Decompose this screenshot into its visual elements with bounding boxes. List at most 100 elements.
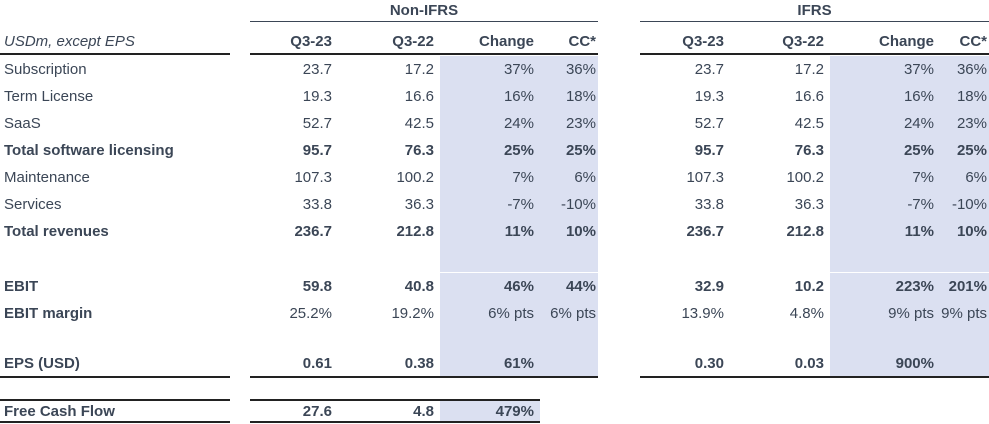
table-cell: 32.9 <box>694 278 724 295</box>
table-cell: 36% <box>540 56 598 83</box>
table-cell <box>250 327 338 354</box>
table-cell: 0.61 <box>302 355 332 372</box>
table-cell <box>440 245 540 272</box>
table-cell: 23.7 <box>694 61 724 78</box>
table-cell <box>338 245 440 272</box>
table-cell <box>730 245 830 272</box>
table-cell: 100.2 <box>396 169 434 186</box>
table-cell: 11% <box>440 218 540 245</box>
row-label: EBIT margin <box>4 305 93 322</box>
rule <box>0 421 230 423</box>
rule <box>250 399 540 401</box>
table-row: EBIT 59.8 40.8 46% 44% 32.9 10.2 223% 201% <box>0 273 989 300</box>
table-cell: 17.2 <box>794 61 824 78</box>
table-cell: 9% pts <box>940 300 989 327</box>
table-cell: 7% <box>440 164 540 191</box>
table-cell: 0.38 <box>404 355 434 372</box>
table-cell: 33.8 <box>302 196 332 213</box>
table-row: Maintenance 107.3 100.2 7% 6% 107.3 100.2 7% 6% <box>0 164 989 191</box>
table-cell <box>730 327 830 354</box>
table-cell <box>940 327 989 354</box>
table-cell: 61% <box>440 351 540 376</box>
table-cell: 223% <box>830 273 940 300</box>
column-header: CC* <box>959 33 987 50</box>
row-label: SaaS <box>4 115 41 132</box>
table-cell: 107.3 <box>294 169 332 186</box>
free-cash-flow-row: Free Cash Flow 27.6 4.8 479% <box>0 400 989 422</box>
table-cell: 44% <box>540 273 598 300</box>
table-cell: 36% <box>940 56 989 83</box>
table-cell: 27.6 <box>302 402 332 420</box>
table-row: EBIT margin 25.2% 19.2% 6% pts 6% pts 13.9% 4.… <box>0 300 989 327</box>
rule <box>640 376 989 378</box>
table-cell: 11% <box>830 218 940 245</box>
table-cell: 4.8% <box>789 305 824 322</box>
table-cell: 52.7 <box>302 115 332 132</box>
units-label: USDm, except EPS <box>4 33 135 50</box>
table-cell: 42.5 <box>404 115 434 132</box>
table-cell: 76.3 <box>404 142 434 159</box>
row-label: Free Cash Flow <box>4 402 115 420</box>
table-cell: 6% pts <box>540 300 598 327</box>
table-cell <box>640 327 730 354</box>
table-row: Term License 19.3 16.6 16% 18% 19.3 16.6 16% 18% <box>0 83 989 110</box>
table-cell: 18% <box>940 83 989 110</box>
table-cell: -10% <box>940 191 989 218</box>
table-cell: 212.8 <box>786 223 824 240</box>
table-cell <box>540 245 598 272</box>
group-header-non-ifrs: Non-IFRS <box>250 0 598 22</box>
table-cell: 52.7 <box>694 115 724 132</box>
table-cell: 900% <box>830 351 940 376</box>
table-cell: 9% pts <box>830 300 940 327</box>
table-cell: 16% <box>440 83 540 110</box>
table-cell: 95.7 <box>694 142 724 159</box>
table-cell <box>940 245 989 272</box>
table-cell: 19.3 <box>302 88 332 105</box>
table-cell: 23% <box>540 110 598 137</box>
column-header: Q3-23 <box>290 33 332 50</box>
table-cell: 16.6 <box>404 88 434 105</box>
table-row <box>0 245 989 272</box>
table-cell: 6% pts <box>440 300 540 327</box>
table-cell: 40.8 <box>404 278 434 295</box>
column-header: Q3-22 <box>782 33 824 50</box>
row-label: EBIT <box>4 278 39 295</box>
table-row: Total software licensing 95.7 76.3 25% 25% 95… <box>0 137 989 164</box>
table-cell: 7% <box>830 164 940 191</box>
table-cell <box>338 327 440 354</box>
table-cell: 18% <box>540 83 598 110</box>
table-cell: 10% <box>940 218 989 245</box>
row-label: EPS (USD) <box>4 355 80 372</box>
row-label: Subscription <box>4 61 87 78</box>
table-cell: 19.3 <box>694 88 724 105</box>
table-cell <box>440 327 540 354</box>
table-cell: 25% <box>540 137 598 164</box>
rule <box>0 376 230 378</box>
table-cell: 10% <box>540 218 598 245</box>
table-cell: 100.2 <box>786 169 824 186</box>
table-cell: 59.8 <box>302 278 332 295</box>
table-cell: 25% <box>830 137 940 164</box>
table-cell: 25% <box>940 137 989 164</box>
rule <box>0 53 230 55</box>
column-header-row: USDm, except EPS Q3-23 Q3-22 Change CC* Q3-23… <box>0 28 989 55</box>
rule <box>640 53 989 55</box>
column-header: Q3-22 <box>392 33 434 50</box>
column-header: Change <box>478 33 534 50</box>
table-cell: 479% <box>440 400 540 422</box>
column-header: Q3-23 <box>682 33 724 50</box>
table-cell: 0.03 <box>794 355 824 372</box>
table-cell: 0.30 <box>694 355 724 372</box>
table-cell: 37% <box>830 56 940 83</box>
table-row: Total revenues 236.7 212.8 11% 10% 236.7 212.8… <box>0 218 989 245</box>
row-label: Total software licensing <box>4 142 174 159</box>
table-cell: 19.2% <box>391 305 434 322</box>
table-cell <box>830 245 940 272</box>
table-cell: 36.3 <box>404 196 434 213</box>
table-cell: 24% <box>440 110 540 137</box>
table-cell: 25.2% <box>289 305 332 322</box>
table-cell: 201% <box>940 273 989 300</box>
table-cell: 23% <box>940 110 989 137</box>
row-label: Total revenues <box>4 223 109 240</box>
table-row: Services 33.8 36.3 -7% -10% 33.8 36.3 -7% -10% <box>0 191 989 218</box>
